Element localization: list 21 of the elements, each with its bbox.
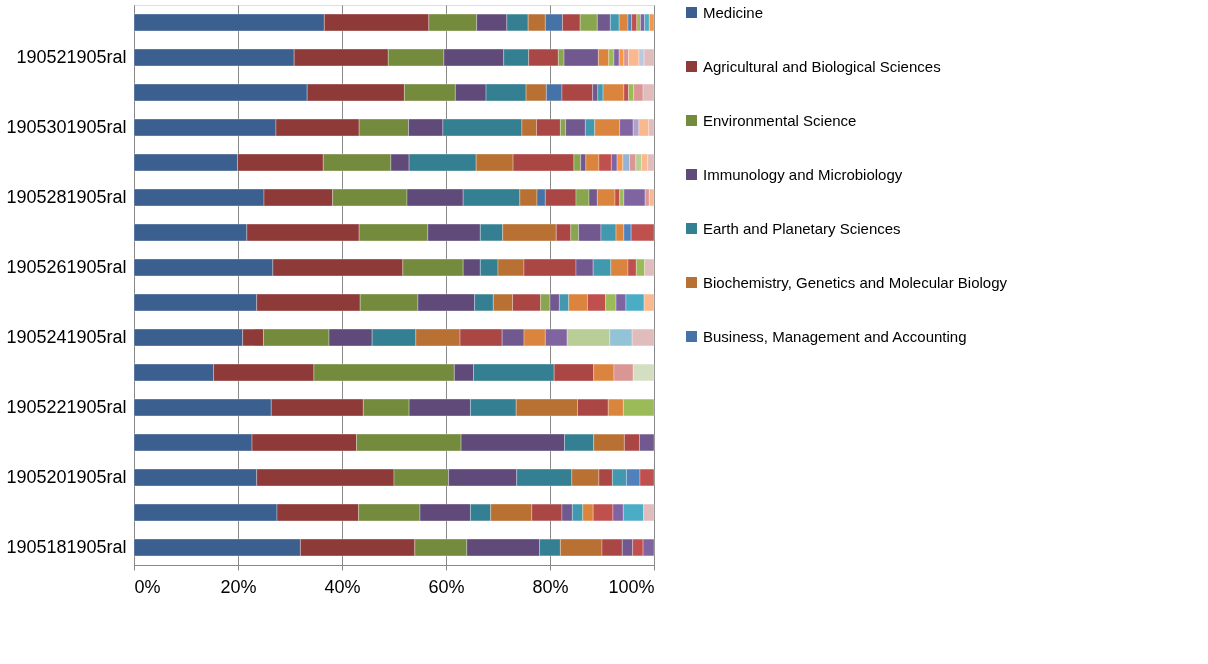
y-tick-label: 190521905ral xyxy=(16,46,127,67)
x-tick-label: 40% xyxy=(324,576,361,597)
x-tick-label: 100% xyxy=(608,576,655,597)
legend-label: Environmental Science xyxy=(703,111,857,129)
x-tick-label: 0% xyxy=(134,576,161,597)
y-tick-label: 1905201905ral xyxy=(6,466,127,487)
x-tick-label: 80% xyxy=(532,576,569,597)
y-tick-label: 1905261905ral xyxy=(6,256,127,277)
y-tick-label: 1905221905ral xyxy=(6,396,127,417)
x-tick-label: 20% xyxy=(220,576,257,597)
x-tick-label: 60% xyxy=(428,576,465,597)
y-tick-label: 1905301905ral xyxy=(6,116,127,137)
y-tick-label: 1905281905ral xyxy=(6,186,127,207)
y-tick-label: 1905181905ral xyxy=(6,536,127,557)
legend-label: Medicine xyxy=(703,3,764,21)
legend-label: Biochemistry, Genetics and Molecular Biology xyxy=(703,273,1008,291)
legend-label: Earth and Planetary Sciences xyxy=(703,219,901,237)
legend-label: Immunology and Microbiology xyxy=(703,165,903,183)
y-tick-label: 1905241905ral xyxy=(6,326,127,347)
legend-label: Agricultural and Biological Sciences xyxy=(703,57,941,75)
legend-label: Business, Management and Accounting xyxy=(703,327,967,345)
